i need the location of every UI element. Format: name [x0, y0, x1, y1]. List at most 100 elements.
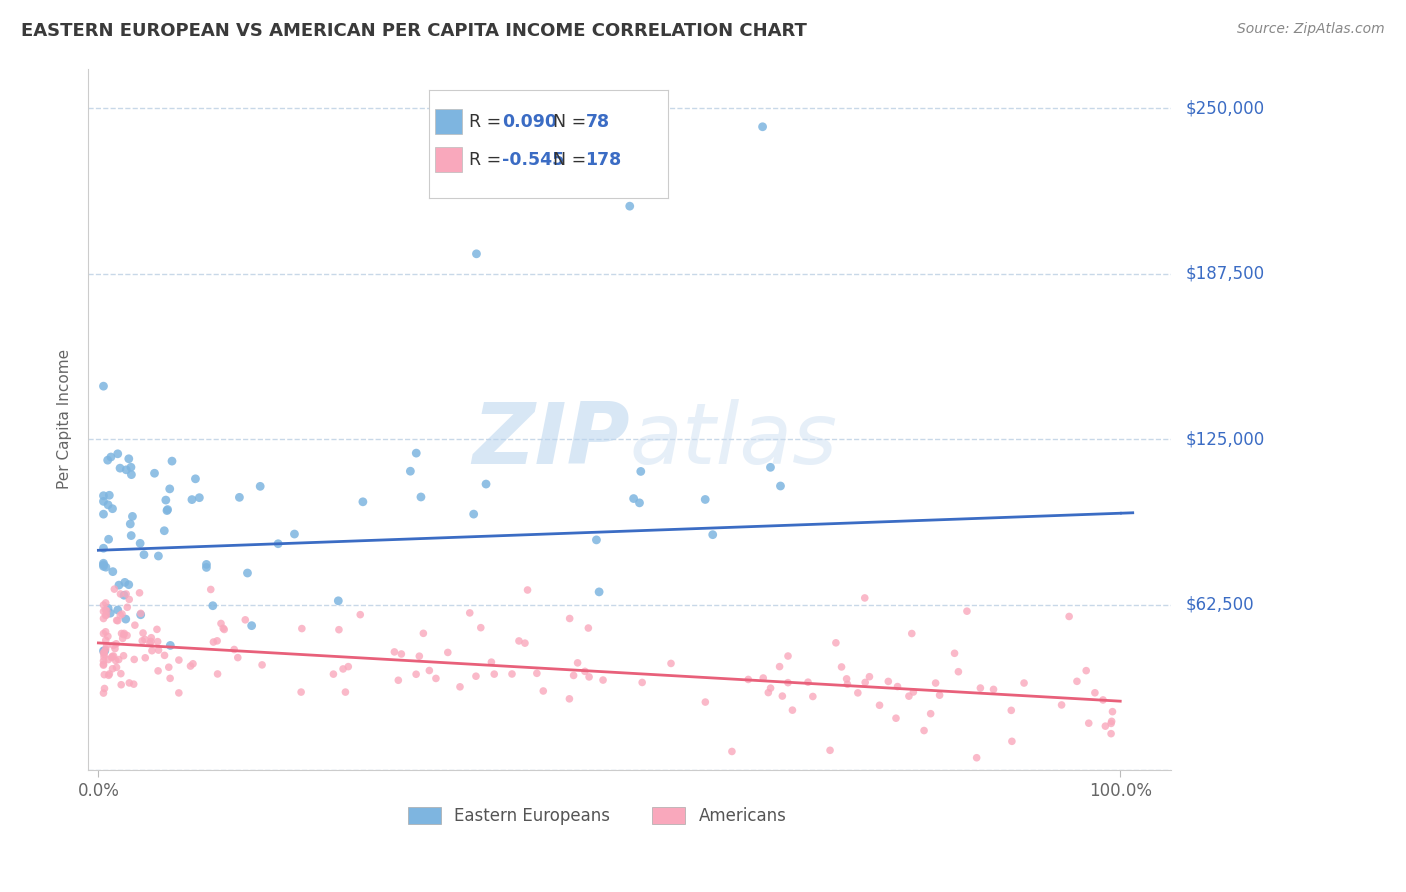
Point	[205, 633, 228, 648]
Point	[322, 667, 344, 681]
Point	[114, 575, 136, 590]
Point	[513, 636, 536, 650]
Point	[250, 657, 273, 672]
Point	[188, 491, 211, 505]
Point	[1077, 716, 1099, 731]
Point	[93, 379, 115, 393]
Point	[409, 490, 432, 504]
Point	[112, 626, 135, 640]
Point	[97, 601, 120, 615]
Point	[96, 604, 118, 618]
Point	[153, 648, 176, 663]
Point	[412, 626, 434, 640]
Point	[184, 472, 207, 486]
Point	[181, 492, 204, 507]
Point	[884, 711, 907, 725]
Point	[776, 648, 799, 663]
Point	[897, 689, 920, 703]
Point	[418, 664, 440, 678]
Point	[94, 624, 117, 639]
Point	[983, 682, 1005, 697]
Point	[659, 657, 682, 671]
Point	[837, 677, 859, 691]
Point	[224, 642, 246, 657]
Point	[141, 631, 163, 645]
Point	[759, 460, 782, 475]
Point	[100, 650, 122, 665]
Point	[129, 607, 152, 621]
Point	[619, 199, 641, 213]
Point	[249, 479, 271, 493]
Point	[93, 604, 115, 618]
Point	[107, 603, 129, 617]
Point	[202, 635, 225, 649]
Point	[463, 507, 485, 521]
Point	[825, 636, 848, 650]
Point	[969, 681, 991, 695]
Point	[107, 614, 129, 628]
Point	[146, 634, 169, 648]
Point	[335, 685, 357, 699]
Point	[481, 655, 503, 669]
Point	[139, 636, 162, 650]
Point	[1000, 703, 1022, 717]
Point	[831, 660, 853, 674]
Point	[236, 566, 259, 580]
Point	[924, 676, 946, 690]
Point	[585, 533, 607, 547]
Legend: Eastern Europeans, Americans: Eastern Europeans, Americans	[408, 806, 787, 825]
Point	[948, 665, 970, 679]
Point	[128, 586, 150, 600]
Point	[853, 675, 876, 690]
Text: $62,500: $62,500	[1185, 596, 1254, 614]
Point	[389, 647, 412, 661]
Point	[846, 686, 869, 700]
Point	[98, 667, 121, 681]
Point	[129, 607, 152, 622]
Point	[93, 559, 115, 574]
Point	[1092, 693, 1115, 707]
Point	[212, 623, 235, 637]
Point	[105, 614, 128, 628]
Point	[93, 646, 115, 660]
Point	[531, 684, 554, 698]
Point	[110, 608, 132, 623]
Point	[332, 662, 354, 676]
Point	[111, 632, 134, 646]
Point	[108, 578, 131, 592]
Text: $187,500: $187,500	[1185, 265, 1264, 283]
Point	[465, 669, 488, 683]
Point	[695, 492, 717, 507]
Point	[97, 533, 120, 547]
Point	[384, 645, 406, 659]
Point	[115, 587, 138, 601]
Point	[226, 650, 249, 665]
Point	[94, 603, 117, 617]
Point	[134, 650, 156, 665]
Point	[117, 600, 139, 615]
Point	[578, 670, 600, 684]
Point	[132, 626, 155, 640]
Point	[93, 654, 115, 668]
Point	[120, 528, 142, 542]
Point	[118, 676, 141, 690]
Point	[835, 672, 858, 686]
Point	[291, 622, 314, 636]
Point	[104, 653, 127, 667]
Point	[132, 548, 155, 562]
Point	[1099, 727, 1122, 741]
Point	[93, 598, 115, 612]
Point	[567, 656, 589, 670]
Point	[1101, 714, 1123, 729]
Point	[628, 496, 651, 510]
Point	[558, 611, 581, 625]
Point	[118, 577, 141, 591]
Point	[93, 644, 115, 658]
Point	[408, 649, 430, 664]
Point	[108, 461, 131, 475]
Point	[405, 667, 427, 681]
Point	[111, 607, 134, 621]
Point	[97, 652, 120, 666]
Point	[120, 516, 142, 531]
Point	[146, 623, 169, 637]
